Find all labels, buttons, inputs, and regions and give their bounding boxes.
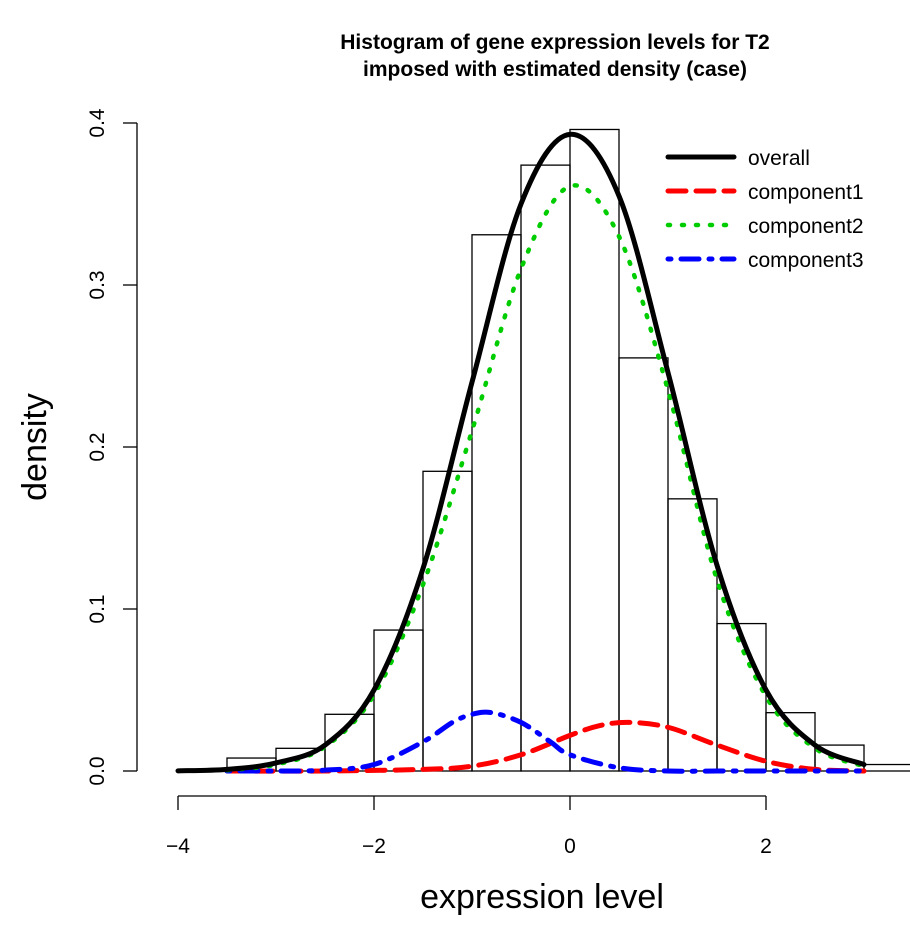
curve-component2 [224, 183, 867, 773]
histogram-bar-11 [716, 622, 767, 772]
legend-label-component1: component1 [748, 181, 864, 204]
x-tick-label-2: 0 [564, 835, 576, 858]
legend-label-component2: component2 [748, 215, 864, 238]
x-axis-title: expression level [420, 878, 664, 916]
histogram-bar-6 [471, 234, 522, 772]
y-tick-label-0: 0.0 [86, 756, 109, 785]
y-axis: 0.0 0.1 0.2 0.3 0.4 [86, 108, 138, 786]
legend-label-component3: component3 [748, 249, 864, 272]
y-tick-label-3: 0.3 [86, 270, 109, 299]
y-tick-label-2: 0.2 [86, 432, 109, 461]
chart-subtitle: imposed with estimated density (case) [363, 58, 747, 81]
curve-overall [175, 131, 867, 774]
x-tick-label-0: −4 [166, 835, 190, 858]
chart-title: Histogram of gene expression levels for … [340, 31, 769, 54]
curve-component3 [224, 709, 867, 774]
x-axis: −4 −2 0 2 [166, 795, 772, 858]
y-tick-label-1: 0.1 [86, 594, 109, 623]
curve-component1 [224, 719, 867, 774]
y-tick-label-4: 0.4 [86, 108, 109, 138]
histogram-bar-14 [863, 763, 910, 772]
x-tick-label-3: 2 [760, 835, 772, 858]
density-curves [175, 131, 867, 774]
x-tick-label-1: −2 [362, 835, 386, 858]
legend: overall component1 component2 component3 [665, 147, 864, 272]
histogram-bar-7 [520, 164, 571, 772]
y-axis-title: density [16, 393, 54, 501]
legend-label-overall: overall [748, 147, 810, 170]
histogram-bar-9 [618, 357, 669, 772]
